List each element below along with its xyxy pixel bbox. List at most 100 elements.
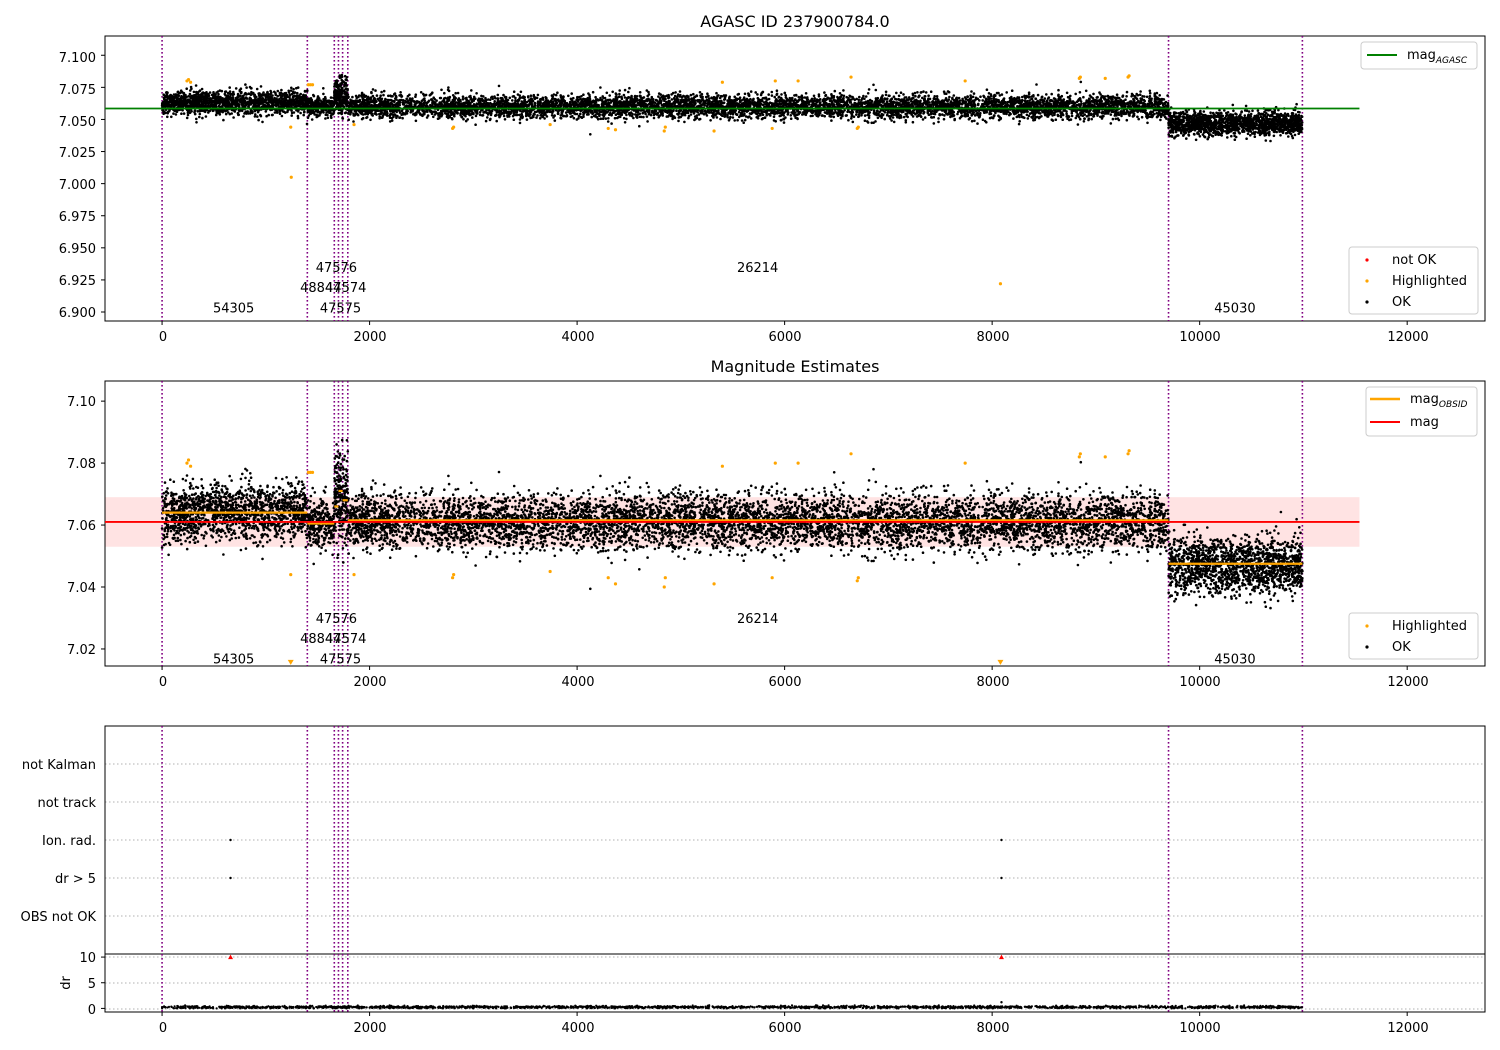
ok-point [176, 102, 179, 105]
ok-point [858, 96, 861, 99]
ok-point [462, 95, 465, 98]
ok-point [187, 114, 190, 117]
ok-point [311, 111, 314, 114]
ok-point [256, 88, 259, 91]
ok-point [326, 114, 329, 117]
ok-point [343, 102, 346, 105]
ok-point [307, 105, 310, 108]
ok-point [376, 94, 379, 97]
ok-point [569, 101, 572, 104]
ok-point [930, 90, 933, 93]
ok-point [773, 119, 776, 122]
ok-point [340, 113, 343, 116]
ok-point [345, 78, 348, 81]
ok-point [636, 95, 639, 98]
ok-point [679, 90, 682, 93]
ok-point [195, 121, 198, 124]
ok-point [783, 121, 786, 124]
ok-point [744, 119, 747, 122]
ok-point [333, 91, 336, 94]
ok-point [372, 88, 375, 91]
ok-point [345, 111, 348, 114]
ok-point [1071, 112, 1074, 115]
ok-point [299, 93, 302, 96]
ok-point [215, 91, 218, 94]
ok-point [337, 94, 340, 97]
ok-point [323, 103, 326, 106]
ok-point [539, 117, 542, 120]
ok-point [853, 116, 856, 119]
ok-point [1068, 99, 1071, 102]
ok-point [480, 95, 483, 98]
ok-point [277, 90, 280, 93]
ok-point [324, 97, 327, 100]
ok-point [302, 114, 305, 117]
ok-point [602, 117, 605, 120]
ok-point [683, 121, 686, 124]
ok-point [742, 121, 745, 124]
ok-point [303, 111, 306, 114]
ok-point [1023, 99, 1026, 102]
ok-point [211, 97, 214, 100]
ok-point [290, 114, 293, 117]
ok-point [303, 99, 306, 102]
ok-point [537, 94, 540, 97]
ok-point [197, 93, 200, 96]
ok-point [302, 96, 305, 99]
ok-point [970, 90, 973, 93]
ok-point [922, 90, 925, 93]
ok-point [253, 94, 256, 97]
ok-point [346, 92, 349, 95]
ok-point [266, 101, 269, 104]
ok-point [244, 83, 247, 86]
ok-point [170, 116, 173, 119]
ok-point [243, 112, 246, 115]
ok-point [242, 115, 245, 118]
ok-point [332, 104, 335, 107]
ok-point [177, 91, 180, 94]
ok-point [342, 80, 345, 83]
ok-point [279, 113, 282, 116]
ok-point [739, 96, 742, 99]
ok-point [228, 86, 231, 89]
ok-point [195, 118, 198, 121]
ok-point [179, 98, 182, 101]
ok-point [606, 92, 609, 95]
ok-point [267, 96, 270, 99]
panel1-ytick-label: 6.950 [59, 242, 96, 257]
ok-point [307, 111, 310, 114]
ok-point [1020, 113, 1023, 116]
ok-point [297, 86, 300, 89]
ok-point [1053, 97, 1056, 100]
ok-point [168, 104, 171, 107]
ok-point [916, 91, 919, 94]
panel1-ytick-label: 6.925 [59, 274, 96, 289]
ok-point [260, 102, 263, 105]
ok-point [474, 123, 477, 126]
ok-point [625, 118, 628, 121]
ok-point [224, 97, 227, 100]
ok-point [290, 87, 293, 90]
ok-point [169, 94, 172, 97]
ok-point [666, 115, 669, 118]
ok-point [509, 97, 512, 100]
ok-point [212, 109, 215, 112]
ok-point [281, 97, 284, 100]
ok-point [833, 116, 836, 119]
ok-point [336, 102, 339, 105]
ok-point [290, 89, 293, 92]
ok-point [393, 100, 396, 103]
ok-point [180, 89, 183, 92]
ok-point [709, 119, 712, 122]
ok-point [340, 101, 343, 104]
ok-point [297, 117, 300, 120]
ok-point [262, 94, 265, 97]
ok-point [893, 95, 896, 98]
ok-point [194, 109, 197, 112]
ok-point [211, 94, 214, 97]
ok-point [1038, 112, 1041, 115]
ok-point [264, 104, 267, 107]
ok-point [209, 110, 212, 113]
ok-point [326, 101, 329, 104]
ok-point [833, 96, 836, 99]
